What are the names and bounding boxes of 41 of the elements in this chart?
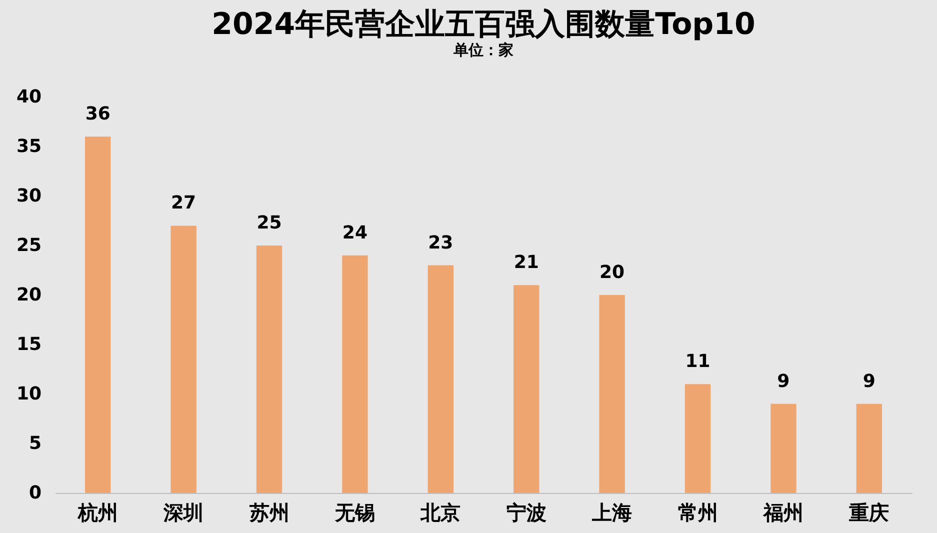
bar: [770, 404, 796, 493]
y-tick-label: 15: [16, 334, 42, 355]
bar: [256, 246, 282, 493]
data-label: 23: [428, 232, 454, 254]
bar: [170, 226, 196, 493]
x-tick-label: 苏州: [248, 500, 290, 524]
y-tick-label: 30: [16, 186, 42, 206]
data-label: 9: [862, 370, 876, 392]
y-tick-label: 10: [16, 384, 42, 404]
bar: [513, 285, 540, 493]
x-tick-label: 上海: [591, 500, 632, 524]
x-tick-label: 宁波: [506, 500, 546, 524]
data-label: 11: [685, 351, 710, 372]
y-tick-label: 25: [16, 235, 42, 256]
y-tick-label: 5: [28, 433, 42, 454]
data-label: 9: [777, 370, 790, 392]
chart-subtitle: 单位：家: [452, 41, 514, 59]
x-tick-label: 常州: [678, 500, 718, 524]
x-tick-label: 福州: [762, 500, 804, 524]
bar: [428, 265, 454, 493]
x-tick-label: 重庆: [848, 500, 890, 524]
data-label: 21: [514, 252, 539, 274]
x-tick-label: 深圳: [162, 500, 204, 524]
bar: [684, 384, 711, 493]
chart-title: 2024年民营企业五百强入围数量Top10: [212, 7, 756, 42]
y-tick-label: 40: [16, 86, 42, 108]
data-label: 36: [85, 104, 110, 125]
data-label: 20: [600, 262, 625, 283]
y-tick-label: 35: [16, 136, 42, 157]
bar: [599, 295, 625, 493]
x-tick-label: 北京: [420, 500, 461, 524]
data-label: 24: [342, 222, 368, 244]
bar: [856, 404, 882, 493]
data-label: 25: [256, 212, 282, 234]
x-tick-label: 杭州: [76, 500, 118, 524]
bar: [84, 136, 111, 493]
y-tick-label: 20: [16, 284, 42, 306]
x-tick-label: 无锡: [334, 500, 375, 524]
bar: [342, 255, 368, 493]
data-label: 27: [171, 192, 196, 214]
y-tick-label: 0: [28, 482, 42, 504]
